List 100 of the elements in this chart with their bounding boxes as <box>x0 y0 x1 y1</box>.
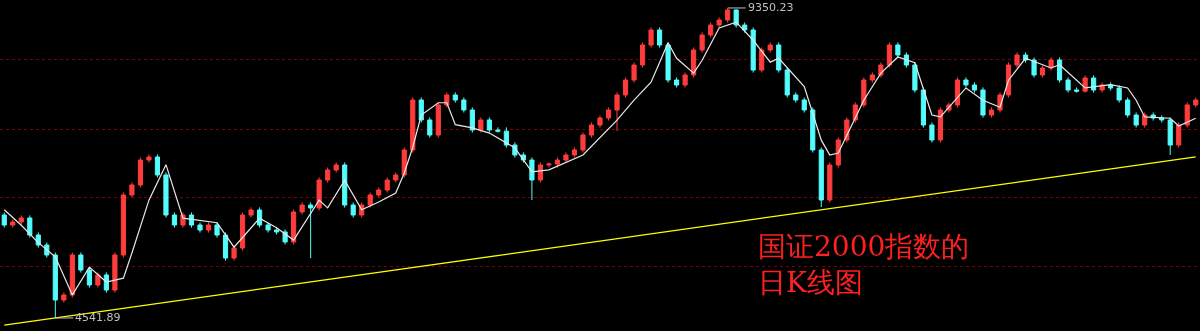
candlestick <box>1167 116 1173 156</box>
candlestick <box>971 81 978 94</box>
candlestick <box>1159 114 1165 124</box>
candlestick <box>674 76 680 89</box>
candlestick <box>912 61 918 94</box>
candlestick <box>469 106 475 134</box>
candlestick <box>886 41 892 69</box>
candlestick <box>827 161 833 204</box>
candlestick <box>1031 56 1037 79</box>
candlestick <box>197 221 203 234</box>
candlestick <box>350 201 356 219</box>
candlestick <box>691 46 697 79</box>
candlestick <box>478 116 484 134</box>
candlestick <box>214 221 220 239</box>
candlestick <box>18 214 24 226</box>
candlestick <box>299 201 305 216</box>
candlestick <box>563 151 569 164</box>
candlestick <box>112 251 118 294</box>
candlestick <box>1014 51 1020 69</box>
candlestick <box>759 46 765 74</box>
candlestick <box>588 121 595 139</box>
candlestick <box>1048 56 1054 72</box>
candlestick <box>137 156 144 189</box>
candlestick <box>188 211 195 229</box>
candlestick <box>682 71 688 89</box>
candlestick <box>980 86 986 119</box>
candlestick <box>733 8 739 29</box>
candlestick <box>1074 86 1080 94</box>
candlestick <box>929 121 935 144</box>
candlestick <box>631 61 637 84</box>
candlestick <box>1065 76 1071 94</box>
candlestick <box>546 161 552 169</box>
candlestick <box>988 106 995 119</box>
candlestick <box>248 206 254 219</box>
candlestick <box>61 291 67 304</box>
candlestick <box>1133 111 1139 129</box>
candlestick <box>222 231 229 262</box>
annotation: 9350.23 <box>748 1 794 14</box>
candlestick <box>597 114 603 129</box>
candlestick <box>716 16 722 29</box>
candlestick <box>963 76 969 89</box>
candlestick <box>239 211 246 252</box>
candlestick <box>495 126 501 134</box>
candlestick <box>129 181 135 199</box>
candlestick <box>444 91 450 109</box>
candlestick <box>784 66 790 99</box>
candlestick <box>316 176 322 212</box>
candlestick <box>801 96 807 114</box>
candlestick <box>937 106 944 144</box>
candlestick <box>503 126 509 149</box>
candlestick <box>78 251 84 274</box>
candlestick <box>793 91 799 104</box>
candlestick <box>776 41 782 74</box>
candlestick <box>1184 101 1190 129</box>
candlestick <box>205 221 212 234</box>
candlestick <box>571 146 578 159</box>
candlestick <box>656 26 663 49</box>
candlestick <box>367 191 373 209</box>
candlestick <box>1176 121 1182 149</box>
candlestick <box>27 214 33 239</box>
candlestick <box>69 251 75 299</box>
candlestick <box>648 26 654 49</box>
candlestick <box>342 161 348 209</box>
candlestick <box>333 161 339 174</box>
candlestick <box>895 41 901 59</box>
candlestick <box>665 41 671 84</box>
candlestick <box>1039 64 1046 79</box>
candlestick <box>52 251 58 319</box>
candlestick <box>393 171 399 184</box>
candlestick <box>750 26 756 74</box>
candlestick <box>308 201 314 259</box>
candlestick <box>835 136 841 169</box>
candlestick <box>256 206 263 229</box>
candlestick <box>103 271 109 294</box>
candlestick <box>376 186 382 199</box>
candlestick <box>86 266 92 289</box>
candlestick <box>699 31 705 54</box>
candlestick <box>325 166 331 184</box>
candlestick <box>154 153 161 179</box>
candlestick <box>10 218 16 229</box>
candlestick <box>622 76 629 99</box>
candlestick <box>537 161 544 184</box>
candlestick <box>120 191 126 259</box>
candlestick <box>461 96 467 114</box>
candlestick <box>1125 96 1131 119</box>
candlestick <box>810 106 816 154</box>
candlestick <box>435 101 441 139</box>
candlestick <box>146 153 152 164</box>
candlestick <box>742 21 748 34</box>
candlestick <box>171 211 178 229</box>
candlestick <box>818 146 824 208</box>
candlestick <box>725 7 731 24</box>
candlestick <box>708 21 714 39</box>
candlestick <box>291 208 297 246</box>
candlestick <box>1116 84 1122 104</box>
candlestick <box>767 41 773 54</box>
candlestick <box>1082 74 1088 94</box>
candlestick <box>903 51 909 69</box>
candlestick <box>1056 56 1063 84</box>
candlestick <box>452 91 458 104</box>
